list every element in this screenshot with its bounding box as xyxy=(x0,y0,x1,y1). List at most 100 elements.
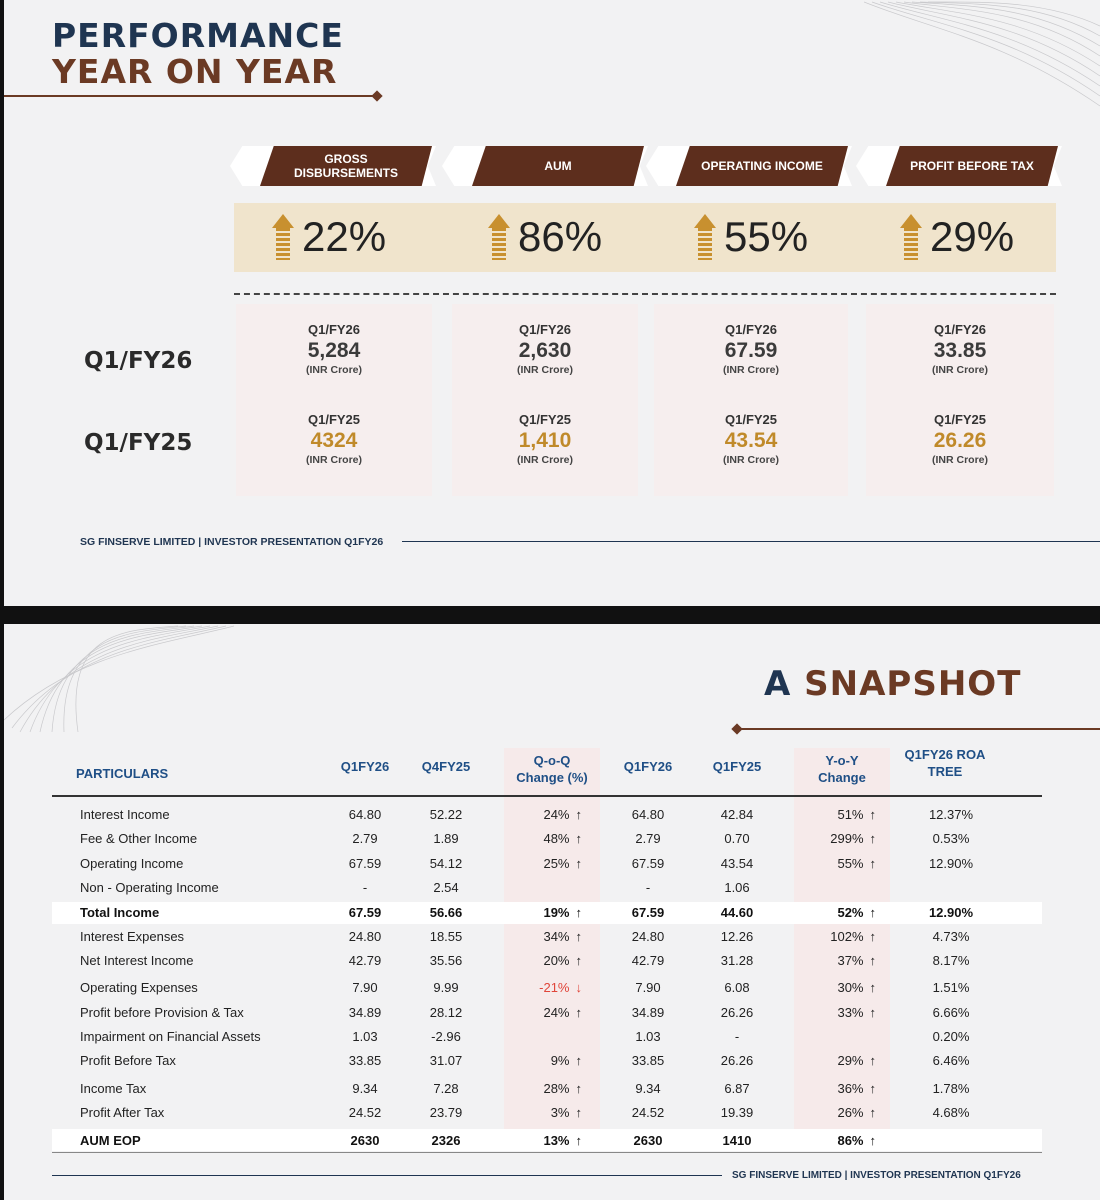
cell-q1: - xyxy=(362,880,368,895)
metric-label: GROSS DISBURSEMENTS xyxy=(260,146,432,186)
cell-q1b: 2630 xyxy=(633,1133,663,1148)
cell-q1p: 6.87 xyxy=(724,1081,750,1096)
cell-qoq-change: 19% ↑ xyxy=(516,905,582,920)
qoq-value: 24% xyxy=(543,807,570,822)
cell-yoy-change: 26% ↑ xyxy=(810,1105,876,1120)
row-label: AUM EOP xyxy=(80,1133,141,1148)
previous-period: Q1/FY25 xyxy=(307,412,361,427)
growth-operating-income: 55% xyxy=(694,212,808,262)
up-arrow-icon: ↑ xyxy=(575,905,583,920)
cell-q4: 31.07 xyxy=(429,1053,463,1068)
unit-label: (INR Crore) xyxy=(305,364,362,376)
cell-roa: 12.90% xyxy=(928,905,974,920)
growth-value: 55% xyxy=(724,213,809,260)
cell-roa: 1.51% xyxy=(932,980,970,995)
cell-q4: 1.89 xyxy=(433,831,459,846)
yoy-value: 52% xyxy=(837,905,864,920)
cell-q1: 1.03 xyxy=(352,1029,378,1044)
cell-q1: 34.89 xyxy=(348,1005,382,1020)
yoy-value: 55% xyxy=(837,856,864,871)
qoq-value: 24% xyxy=(543,1005,570,1020)
row-label: Profit After Tax xyxy=(80,1105,165,1120)
cell-q4: -2.96 xyxy=(431,1029,461,1044)
growth-aum: 86% xyxy=(488,212,602,262)
unit-label: (INR Crore) xyxy=(516,454,573,466)
cell-q1p: 0.70 xyxy=(724,831,750,846)
up-arrow-icon: ↑ xyxy=(869,856,877,871)
cell-qoq-change: 28% ↑ xyxy=(516,1081,582,1096)
cell-qoq-change: 20% ↑ xyxy=(516,953,582,968)
footer-text: SG FINSERVE LIMITED | INVESTOR PRESENTAT… xyxy=(732,1170,1021,1181)
cell-q4: 52.22 xyxy=(429,807,463,822)
up-arrow-icon: ↑ xyxy=(575,1053,583,1068)
metric-label: AUM xyxy=(472,146,644,186)
qoq-value: 13% xyxy=(543,1133,570,1148)
up-arrow-icon: ↑ xyxy=(869,929,877,944)
cell-q4: 54.12 xyxy=(429,856,463,871)
cell-q4: 18.55 xyxy=(429,929,463,944)
header-q1fy25: Q1FY25 xyxy=(712,759,762,774)
aum-eop-band xyxy=(52,1129,1042,1151)
cell-q4: 28.12 xyxy=(429,1005,463,1020)
up-arrow-icon: ↑ xyxy=(575,1081,583,1096)
yoy-value: 33% xyxy=(837,1005,864,1020)
cell-qoq-change: 9% ↑ xyxy=(516,1053,582,1068)
cell-qoq-change: 24% ↑ xyxy=(516,1005,582,1020)
title-line-1: PERFORMANCE xyxy=(52,16,344,55)
values-profit-before-tax: Q1/FY26 33.85 (INR Crore) Q1/FY25 26.26 (INR… xyxy=(866,304,1054,496)
title-part-a: A xyxy=(764,664,792,704)
qoq-value: 28% xyxy=(543,1081,570,1096)
cell-q1p: 42.84 xyxy=(720,807,754,822)
decorative-waves xyxy=(864,1,1100,107)
yoy-value: 86% xyxy=(837,1133,864,1148)
qoq-highlight-column xyxy=(504,748,600,1148)
cell-q1b: 9.34 xyxy=(635,1081,661,1096)
cell-q1p: 12.26 xyxy=(720,929,754,944)
footer-text: SG FINSERVE LIMITED | INVESTOR PRESENTAT… xyxy=(80,536,384,548)
cell-q1b: 7.90 xyxy=(635,980,661,995)
page-title: A SNAPSHOT xyxy=(764,664,1021,704)
page-title: PERFORMANCE YEAR ON YEAR xyxy=(52,18,344,90)
unit-label: (INR Crore) xyxy=(516,364,573,376)
up-arrow-icon: ↑ xyxy=(869,1133,877,1148)
cell-q1b: 33.85 xyxy=(631,1053,665,1068)
row-label: Profit Before Tax xyxy=(80,1053,176,1068)
cell-roa: 6.46% xyxy=(932,1053,970,1068)
cell-q4: 23.79 xyxy=(429,1105,463,1120)
dashed-divider xyxy=(234,293,1056,295)
cell-q4: 2326 xyxy=(431,1133,461,1148)
cell-yoy-change: 29% ↑ xyxy=(810,1053,876,1068)
cell-roa: 12.37% xyxy=(928,807,974,822)
cell-yoy-change: 299% ↑ xyxy=(810,831,876,846)
metric-header-aum: AUM xyxy=(442,146,648,186)
current-value: 5,284 xyxy=(307,339,361,362)
unit-label: (INR Crore) xyxy=(305,454,362,466)
cell-q1p: 1410 xyxy=(722,1133,752,1148)
yoy-value: 51% xyxy=(837,807,864,822)
unit-label: (INR Crore) xyxy=(722,454,779,466)
row-label: Operating Expenses xyxy=(80,980,198,995)
qoq-value: 25% xyxy=(543,856,570,871)
yoy-value: 37% xyxy=(837,953,864,968)
yoy-value: 29% xyxy=(837,1053,864,1068)
cell-qoq-change: 13% ↑ xyxy=(516,1133,582,1148)
cell-q1b: - xyxy=(645,880,651,895)
growth-profit-before-tax: 29% xyxy=(900,212,1014,262)
up-arrow-icon: ↑ xyxy=(575,807,583,822)
cell-roa: 0.53% xyxy=(932,831,970,846)
cell-q1p: 43.54 xyxy=(720,856,754,871)
cell-roa: 1.78% xyxy=(932,1081,970,1096)
down-arrow-icon: ↓ xyxy=(575,980,583,995)
up-arrow-icon: ↑ xyxy=(869,1053,877,1068)
qoq-value: -21% xyxy=(539,980,570,995)
yoy-value: 299% xyxy=(830,831,864,846)
values-gross-disbursements: Q1/FY26 5,284 (INR Crore) Q1/FY25 4324 (INR … xyxy=(236,304,432,496)
cell-yoy-change: 36% ↑ xyxy=(810,1081,876,1096)
qoq-value: 3% xyxy=(550,1105,570,1120)
up-arrow-icon: ↑ xyxy=(575,929,583,944)
cell-roa: 12.90% xyxy=(928,856,974,871)
up-arrow-icon: ↑ xyxy=(575,953,583,968)
yoy-value: 30% xyxy=(837,980,864,995)
row-label-current: Q1/FY26 xyxy=(84,348,193,374)
cell-q4: 7.28 xyxy=(433,1081,459,1096)
